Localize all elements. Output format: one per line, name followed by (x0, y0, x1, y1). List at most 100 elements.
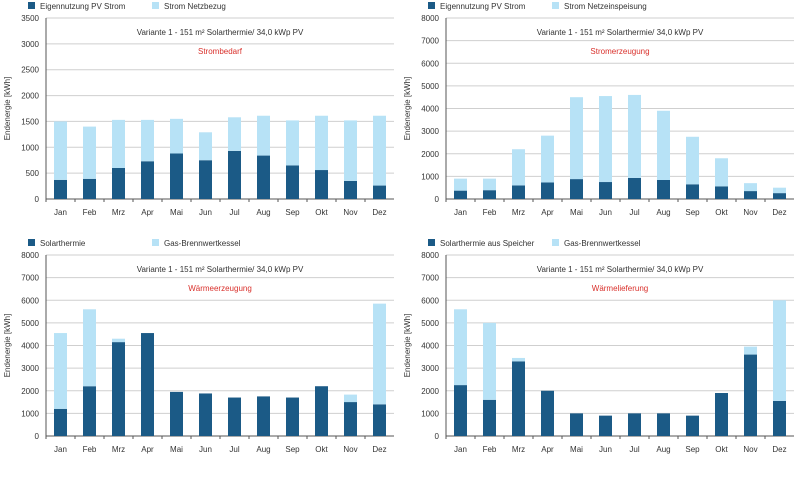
x-tick-label: Jul (629, 208, 639, 217)
x-tick-label: Mai (570, 208, 583, 217)
legend-swatch (152, 2, 159, 9)
x-tick-label: Sep (285, 445, 300, 454)
bar-segment-secondary (744, 183, 757, 192)
bar-segment-secondary (315, 115, 328, 171)
bar-segment-secondary (141, 119, 154, 162)
x-tick-label: Aug (656, 208, 670, 217)
y-tick-label: 3000 (21, 40, 39, 49)
y-tick-label: 5000 (421, 82, 439, 91)
y-tick-label: 0 (435, 432, 440, 441)
bar-segment-primary (315, 170, 328, 199)
y-tick-label: 0 (35, 195, 40, 204)
x-tick-label: Sep (685, 208, 700, 217)
y-tick-label: 2000 (421, 150, 439, 159)
bar-segment-primary (228, 150, 241, 199)
bar-segment-primary (228, 397, 241, 436)
y-tick-label: 8000 (21, 251, 39, 260)
x-tick-label: Dez (772, 208, 786, 217)
x-tick-label: Feb (483, 208, 497, 217)
y-tick-label: 7000 (421, 37, 439, 46)
y-tick-label: 2500 (21, 66, 39, 75)
bar-segment-primary (286, 165, 299, 199)
x-tick-label: Sep (285, 208, 300, 217)
x-tick-label: Jun (199, 445, 212, 454)
x-tick-label: Okt (315, 445, 328, 454)
bar-segment-primary (373, 185, 386, 199)
legend-label: Strom Netzeinspeisung (564, 2, 647, 11)
bar-segment-primary (199, 393, 212, 436)
bar-segment-primary (257, 396, 270, 436)
legend-swatch (28, 239, 35, 246)
bar-segment-primary (715, 186, 728, 199)
legend-label: Strom Netzbezug (164, 2, 226, 11)
bar-segment-primary (657, 179, 670, 199)
legend-label: Eigennutzung PV Strom (40, 2, 126, 11)
y-tick-label: 500 (26, 169, 40, 178)
y-tick-label: 6000 (21, 296, 39, 305)
chart-title: Variante 1 - 151 m² Solarthermie/ 34,0 k… (537, 28, 704, 37)
y-tick-label: 1000 (421, 409, 439, 418)
bar-segment-secondary (373, 303, 386, 405)
bar-segment-secondary (744, 346, 757, 355)
chart-title: Variante 1 - 151 m² Solarthermie/ 34,0 k… (537, 265, 704, 274)
x-tick-label: Mai (570, 445, 583, 454)
x-tick-label: Mrz (112, 208, 125, 217)
bar-segment-primary (112, 167, 125, 199)
bar-segment-primary (686, 415, 699, 436)
bar-segment-primary (599, 182, 612, 199)
bar-segment-secondary (257, 115, 270, 156)
y-tick-label: 5000 (421, 319, 439, 328)
x-tick-label: Okt (715, 445, 728, 454)
chart-stromerzeugung: 0 1000 2000 3000 4000 5000 6000 7000 8000 Endener… (403, 2, 794, 217)
bar-segment-secondary (54, 333, 67, 409)
x-tick-label: Mrz (112, 445, 125, 454)
legend-swatch (428, 239, 435, 246)
bar-segment-primary (286, 397, 299, 436)
bar-segment-secondary (344, 120, 357, 181)
x-tick-label: Nov (743, 445, 757, 454)
legend-label: Eigennutzung PV Strom (440, 2, 526, 11)
x-tick-label: Okt (315, 208, 328, 217)
bar-segment-secondary (541, 135, 554, 183)
chart-waermelieferung: 0 1000 2000 3000 4000 5000 6000 7000 8000 Endener… (403, 239, 794, 454)
bar-segment-primary (54, 179, 67, 199)
legend-swatch (28, 2, 35, 9)
bar-segment-secondary (286, 120, 299, 166)
bar-segment-secondary (483, 322, 496, 400)
x-tick-label: Dez (372, 445, 386, 454)
bar-segment-primary (686, 184, 699, 199)
x-tick-label: Aug (256, 208, 270, 217)
legend-label: Gas-Brennwertkessel (564, 239, 641, 248)
bar-segment-primary (344, 402, 357, 436)
y-tick-label: 7000 (21, 274, 39, 283)
x-tick-label: Mai (170, 445, 183, 454)
y-tick-label: 1000 (21, 409, 39, 418)
x-tick-label: Mrz (512, 445, 525, 454)
bar-segment-primary (199, 160, 212, 199)
chart-strombedarf: 0 500 1000 1500 2000 2500 3000 3500 Endenergie [… (3, 2, 394, 217)
y-tick-label: 2000 (21, 387, 39, 396)
y-tick-label: 7000 (421, 274, 439, 283)
bar-segment-secondary (228, 117, 241, 151)
y-tick-label: 4000 (421, 342, 439, 351)
legend-swatch (428, 2, 435, 9)
y-tick-label: 8000 (421, 14, 439, 23)
bar-segment-primary (454, 190, 467, 199)
x-tick-label: Jun (199, 208, 212, 217)
chart-subtitle: Strombedarf (198, 47, 243, 56)
legend-label: Solarthermie (40, 239, 86, 248)
y-tick-label: 4000 (421, 105, 439, 114)
bar-segment-primary (541, 390, 554, 436)
legend-label: Gas-Brennwertkessel (164, 239, 241, 248)
bar-segment-primary (628, 413, 641, 436)
bar-segment-secondary (112, 119, 125, 168)
bar-segment-secondary (54, 121, 67, 180)
bar-segment-primary (715, 393, 728, 436)
x-tick-label: Nov (343, 208, 357, 217)
x-tick-label: Sep (685, 445, 700, 454)
y-axis-label: Endenergie [kWh] (403, 77, 412, 141)
chart-panel-strombedarf: 0 500 1000 1500 2000 2500 3000 3500 Endenergie [… (0, 0, 400, 236)
x-tick-label: Jul (229, 445, 239, 454)
bar-segment-primary (483, 190, 496, 199)
bar-segment-secondary (570, 97, 583, 180)
